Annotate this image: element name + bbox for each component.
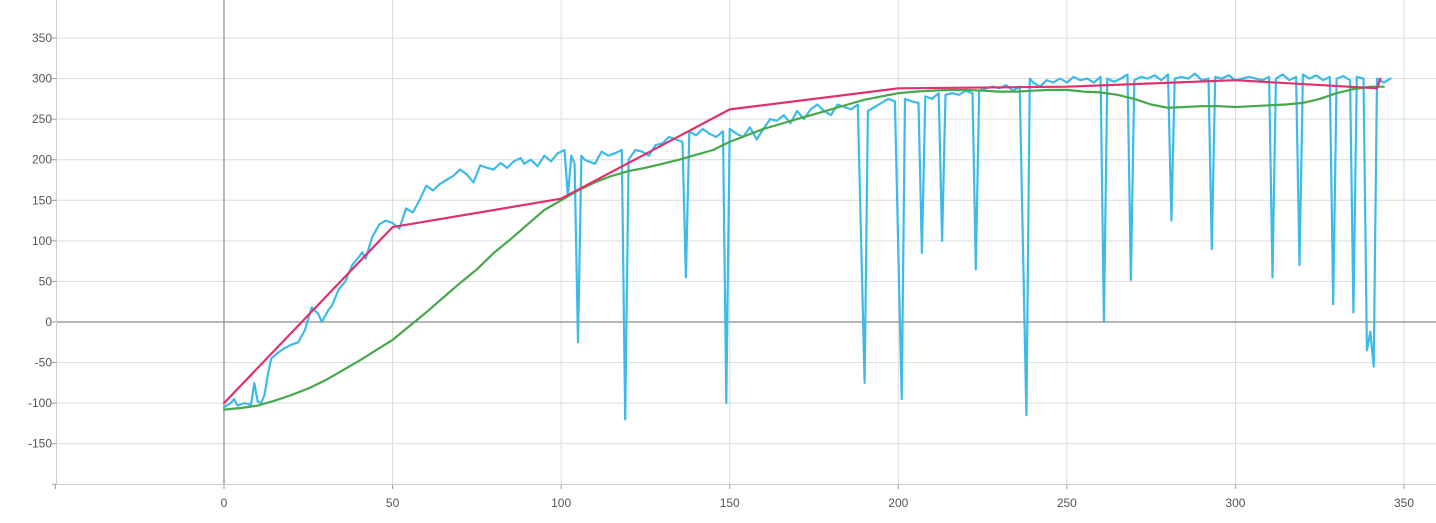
series-line-3 xyxy=(222,77,1382,405)
y-axis-tick-labels: -150 -100 -50 0 50 100 150 200 250 300 350 xyxy=(28,31,52,451)
x-tick-label: 300 xyxy=(1225,496,1245,510)
y-tick-label: -150 xyxy=(28,437,52,451)
series-line-2 xyxy=(222,85,1385,411)
y-tick-label: -100 xyxy=(28,396,52,410)
x-tick-label: 50 xyxy=(386,496,400,510)
y-tick-label: 200 xyxy=(32,153,52,167)
series-line-1 xyxy=(222,72,1392,421)
x-tick-label: 0 xyxy=(221,496,228,510)
y-tick-label: 0 xyxy=(45,315,52,329)
y-tick-label: -50 xyxy=(35,356,53,370)
y-tick-label: 50 xyxy=(39,274,53,288)
y-tick-label: 350 xyxy=(32,31,52,45)
x-tick-label: 100 xyxy=(551,496,571,510)
axes xyxy=(52,0,1436,489)
horizontal-grid-lines xyxy=(56,37,1436,445)
y-tick-label: 250 xyxy=(32,112,52,126)
y-tick-label: 150 xyxy=(32,193,52,207)
y-tick-label: 300 xyxy=(32,72,52,86)
x-tick-label: 350 xyxy=(1394,496,1414,510)
x-tick-label: 200 xyxy=(888,496,908,510)
x-tick-label: 250 xyxy=(1057,496,1077,510)
y-tick-label: 100 xyxy=(32,234,52,248)
x-axis-tick-labels: 0 50 100 150 200 250 300 350 xyxy=(221,496,1415,510)
x-tick-label: 150 xyxy=(720,496,740,510)
series-layer xyxy=(222,72,1392,421)
